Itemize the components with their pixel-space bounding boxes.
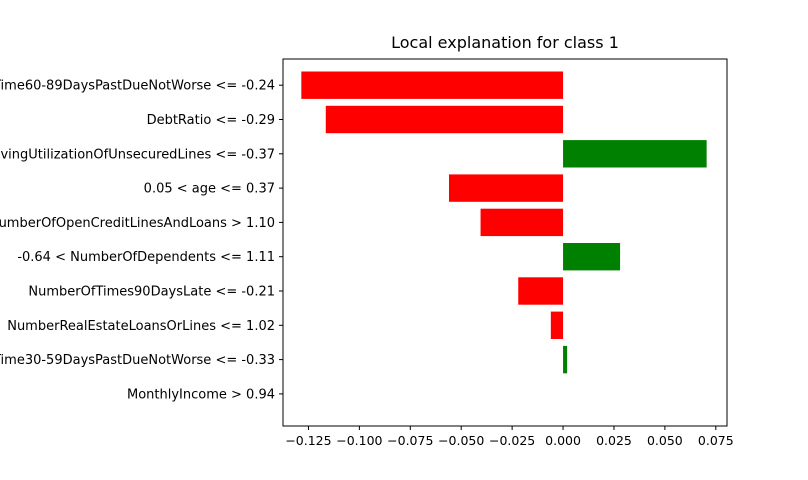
x-tick-label: −0.025	[489, 433, 535, 448]
x-tick-label: −0.125	[285, 433, 331, 448]
y-tick-label: -0.64 < NumberOfDependents <= 1.11	[17, 250, 275, 265]
x-tick-label: 0.075	[698, 433, 734, 448]
bar-1	[326, 106, 563, 133]
x-tick-label: −0.050	[438, 433, 484, 448]
bar-3	[449, 174, 563, 201]
x-tick-label: −0.100	[336, 433, 382, 448]
y-tick-label: 0.05 < age <= 0.37	[144, 182, 275, 197]
y-tick-label: NumberOfTime30-59DaysPastDueNotWorse <= …	[0, 353, 275, 368]
x-tick-label: 0.050	[647, 433, 683, 448]
bar-2	[563, 140, 707, 167]
y-tick-label: RevolvingUtilizationOfUnsecuredLines <= …	[0, 147, 275, 162]
y-tick-label: NumberOfTime60-89DaysPastDueNotWorse <= …	[0, 79, 275, 94]
x-tick-label: 0.025	[596, 433, 632, 448]
y-tick-label: NumberRealEstateLoansOrLines <= 1.02	[7, 319, 275, 334]
x-tick-label: −0.075	[387, 433, 433, 448]
y-tick-label: NumberOfTimes90DaysLate <= -0.21	[28, 285, 275, 300]
chart-title: Local explanation for class 1	[391, 33, 619, 52]
x-tick-label: 0.000	[545, 433, 581, 448]
y-tick-label: NumberOfOpenCreditLinesAndLoans > 1.10	[0, 216, 275, 231]
bar-0	[301, 72, 563, 99]
bar-5	[563, 243, 620, 270]
bar-6	[518, 277, 563, 304]
bar-8	[563, 346, 567, 373]
bar-4	[481, 209, 563, 236]
y-tick-label: DebtRatio <= -0.29	[147, 113, 275, 128]
y-tick-label: MonthlyIncome > 0.94	[127, 387, 275, 402]
bar-7	[551, 312, 563, 339]
